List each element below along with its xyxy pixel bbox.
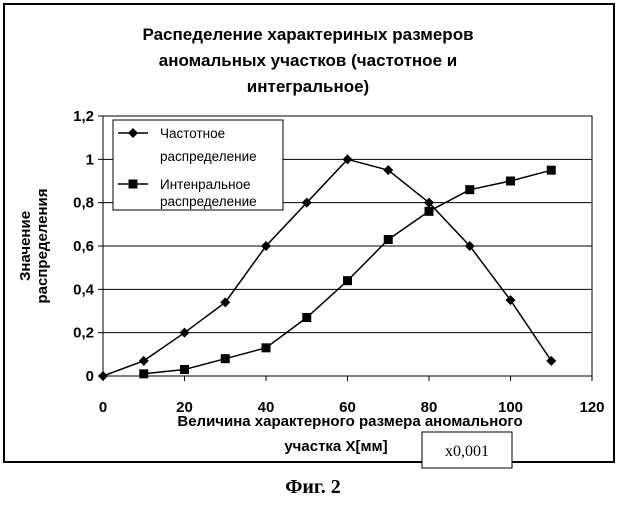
x-tick-label: 0: [99, 399, 107, 416]
y-tick-label: 0,2: [73, 325, 94, 342]
x-axis-label-line-1: Величина характерного размера аномальног…: [177, 413, 522, 430]
y-axis-label-line-2: распределения: [34, 189, 51, 304]
y-tick-label: 0,6: [73, 238, 94, 255]
y-axis-label-line-1: Значение: [17, 211, 34, 281]
y-tick-label: 1,2: [73, 108, 94, 125]
x-scale-note-text: х0,001: [445, 443, 489, 460]
data-point: [221, 354, 230, 363]
chart-title-line-1: Распеделение характериных размеров: [142, 25, 473, 44]
figure-caption: Фиг. 2: [285, 476, 341, 498]
data-point: [506, 177, 515, 186]
legend-label-frequency-line-1: Частотное: [160, 126, 225, 141]
x-axis-label-line-2: участка Х[мм]: [284, 438, 387, 455]
legend-label-frequency-line-2: распределение: [160, 149, 257, 164]
data-point: [465, 185, 474, 194]
x-tick-label: 120: [579, 399, 604, 416]
legend: Частотное распределение Интенральное рас…: [113, 120, 283, 210]
x-scale-note: х0,001: [422, 432, 512, 468]
data-point: [425, 207, 434, 216]
y-tick-label: 0,4: [73, 281, 95, 298]
chart-title-line-2: аномальных участков (частотное и: [159, 51, 457, 70]
data-point: [180, 365, 189, 374]
y-tick-label: 0,8: [73, 195, 94, 212]
y-tick-label: 1: [86, 151, 94, 168]
legend-label-integral-line-2: распределение: [160, 194, 257, 209]
data-point: [262, 343, 271, 352]
data-point: [547, 166, 556, 175]
y-tick-label: 0: [86, 368, 94, 385]
legend-marker-integral: [129, 180, 138, 189]
chart-title-line-3: интегральное): [247, 77, 369, 96]
data-point: [343, 276, 352, 285]
data-point: [384, 235, 393, 244]
legend-label-integral-line-1: Интенральное: [160, 177, 251, 192]
data-point: [302, 313, 311, 322]
data-point: [139, 369, 148, 378]
